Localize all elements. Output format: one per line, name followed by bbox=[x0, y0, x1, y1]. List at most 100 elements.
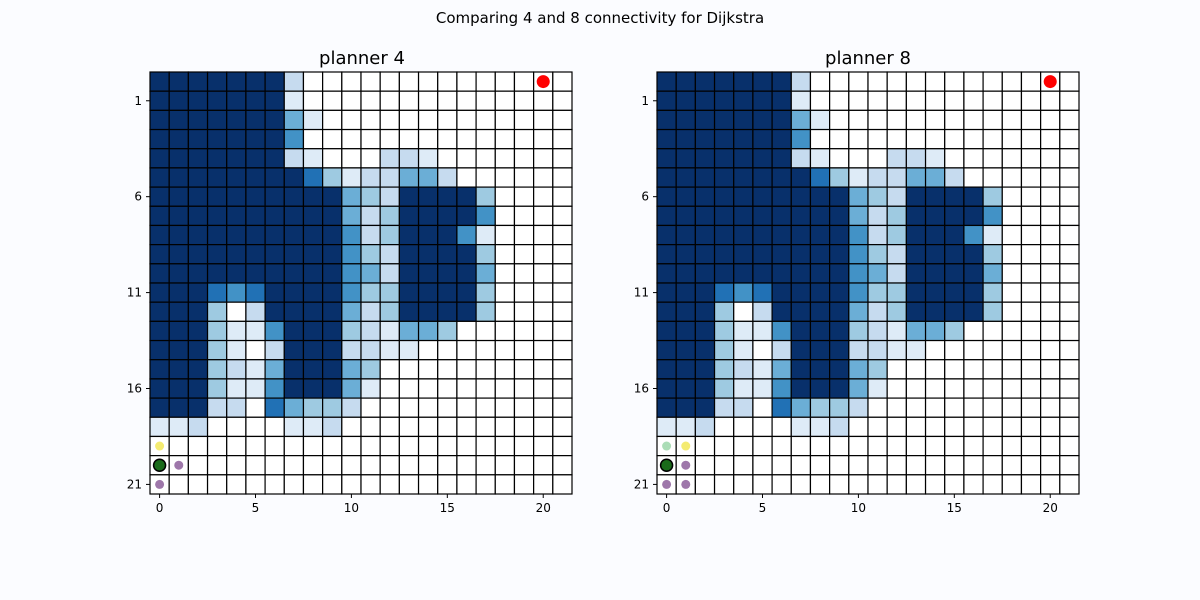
heatmap-cell bbox=[264, 205, 285, 227]
y-tick-label: 6 bbox=[134, 190, 142, 204]
heatmap-cell bbox=[656, 263, 677, 284]
heatmap-cell bbox=[149, 148, 170, 169]
heatmap-cell bbox=[226, 71, 247, 92]
heatmap-cell bbox=[848, 301, 869, 322]
heatmap-cell bbox=[963, 263, 984, 284]
heatmap-cell bbox=[790, 148, 812, 169]
heatmap-cell bbox=[322, 71, 343, 92]
heatmap-cell bbox=[713, 205, 735, 227]
heatmap-cell bbox=[398, 224, 420, 246]
heatmap-cell bbox=[656, 90, 677, 111]
heatmap-cell bbox=[283, 339, 305, 361]
heatmap-cell bbox=[905, 167, 927, 188]
heatmap-cell bbox=[867, 71, 888, 92]
heatmap-cell bbox=[513, 320, 535, 342]
heatmap-cell bbox=[206, 339, 228, 361]
heatmap-cell bbox=[905, 359, 927, 380]
heatmap-cell bbox=[322, 109, 343, 131]
heatmap-cell bbox=[809, 71, 831, 92]
heatmap-cell bbox=[924, 186, 946, 207]
heatmap-cell bbox=[245, 474, 266, 495]
heatmap-cell bbox=[475, 90, 496, 111]
heatmap-cell bbox=[886, 339, 907, 361]
heatmap-cell bbox=[552, 378, 573, 399]
heatmap-cell bbox=[1040, 416, 1061, 438]
heatmap-cell bbox=[456, 416, 477, 438]
heatmap-cell bbox=[264, 320, 285, 342]
heatmap-cell bbox=[944, 186, 965, 207]
heatmap-cell bbox=[713, 148, 735, 169]
heatmap-cell bbox=[533, 474, 554, 495]
heatmap-cell bbox=[1001, 378, 1023, 399]
heatmap-cell bbox=[437, 128, 458, 150]
heatmap-cell bbox=[187, 320, 209, 342]
heatmap-cell bbox=[475, 359, 496, 380]
heatmap-cell bbox=[867, 416, 888, 438]
heatmap-cell bbox=[1020, 435, 1042, 457]
heatmap-cell bbox=[322, 282, 343, 303]
heatmap-cell bbox=[944, 128, 965, 150]
heatmap-cell bbox=[379, 205, 400, 227]
heatmap-cell bbox=[886, 320, 907, 342]
heatmap-cell bbox=[187, 378, 209, 399]
heatmap-cell bbox=[302, 435, 324, 457]
heatmap-cell bbox=[656, 301, 677, 322]
heatmap-cell bbox=[187, 435, 209, 457]
heatmap-cell bbox=[302, 263, 324, 284]
heatmap-cell bbox=[694, 339, 716, 361]
heatmap-cell bbox=[341, 282, 362, 303]
heatmap-cell bbox=[168, 301, 189, 322]
heatmap-cell bbox=[752, 186, 773, 207]
heatmap-cell bbox=[226, 263, 247, 284]
heatmap-cell bbox=[264, 474, 285, 495]
heatmap-cell bbox=[1040, 263, 1061, 284]
heatmap-cell bbox=[437, 474, 458, 495]
heatmap-cell bbox=[656, 378, 677, 399]
heatmap-cell bbox=[656, 359, 677, 380]
heatmap-cell bbox=[437, 320, 458, 342]
heatmap-cell bbox=[867, 359, 888, 380]
heatmap-cell bbox=[1040, 90, 1061, 111]
heatmap-cell bbox=[475, 224, 496, 246]
heatmap-cell bbox=[1059, 416, 1080, 438]
y-tick-label: 11 bbox=[634, 286, 649, 300]
heatmap-cell bbox=[226, 416, 247, 438]
heatmap-cell bbox=[264, 224, 285, 246]
heatmap-cell bbox=[245, 90, 266, 111]
heatmap-cell bbox=[867, 397, 888, 418]
heatmap-cell bbox=[1001, 90, 1023, 111]
heatmap-cell bbox=[867, 282, 888, 303]
heatmap-cell bbox=[1001, 301, 1023, 322]
heatmap-cell bbox=[809, 416, 831, 438]
heatmap-cell bbox=[245, 435, 266, 457]
x-tick-label: 0 bbox=[663, 501, 671, 515]
heatmap-cell bbox=[341, 474, 362, 495]
panel-title: planner 4 bbox=[319, 48, 405, 69]
heatmap-cell bbox=[226, 244, 247, 265]
heatmap-cell bbox=[867, 244, 888, 265]
heatmap-cell bbox=[513, 244, 535, 265]
heatmap-cell bbox=[437, 455, 458, 476]
heatmap-cell bbox=[982, 301, 1003, 322]
y-tick-label: 16 bbox=[634, 382, 649, 396]
heatmap-cell bbox=[656, 205, 677, 227]
heatmap-cell bbox=[417, 435, 439, 457]
heatmap-cell bbox=[264, 128, 285, 150]
heatmap-cell bbox=[982, 282, 1003, 303]
heatmap-cell bbox=[494, 71, 516, 92]
heatmap-cell bbox=[168, 109, 189, 131]
heatmap-cell bbox=[513, 397, 535, 418]
heatmap-cell bbox=[752, 397, 773, 418]
heatmap-cell bbox=[867, 339, 888, 361]
heatmap-cell bbox=[809, 128, 831, 150]
heatmap-cell bbox=[149, 109, 170, 131]
heatmap-cell bbox=[963, 244, 984, 265]
heatmap-cell bbox=[1020, 148, 1042, 169]
heatmap-cell bbox=[829, 205, 850, 227]
heatmap-cell bbox=[1020, 71, 1042, 92]
heatmap-cell bbox=[829, 301, 850, 322]
heatmap-cell bbox=[379, 71, 400, 92]
heatmap-cell bbox=[1001, 435, 1023, 457]
